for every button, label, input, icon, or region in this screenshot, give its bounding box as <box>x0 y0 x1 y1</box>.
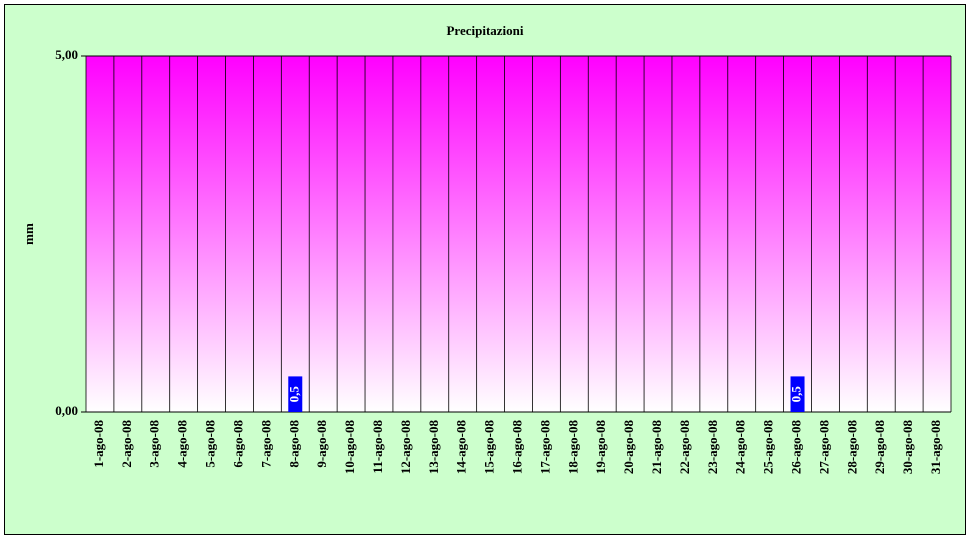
chart-title: Precipitazioni <box>446 23 523 38</box>
x-tick-label: 15-ago-08 <box>482 420 497 475</box>
x-tick-label: 7-ago-08 <box>258 420 273 468</box>
bar <box>790 376 805 412</box>
x-tick-label: 29-ago-08 <box>872 420 887 475</box>
x-tick-label: 10-ago-08 <box>342 420 357 475</box>
x-tick-label: 27-ago-08 <box>816 420 831 475</box>
x-tick-label: 6-ago-08 <box>230 420 245 468</box>
x-tick-label: 5-ago-08 <box>203 420 218 468</box>
y-tick-label: 5,00 <box>55 47 78 62</box>
x-tick-label: 25-ago-08 <box>761 420 776 475</box>
x-tick-label: 31-ago-08 <box>928 420 943 475</box>
x-tick-label: 1-ago-08 <box>91 420 106 468</box>
data-label: 0,5 <box>286 386 301 403</box>
bar <box>288 376 303 412</box>
x-tick-label: 23-ago-08 <box>705 420 720 475</box>
x-tick-label: 13-ago-08 <box>426 420 441 475</box>
x-tick-label: 30-ago-08 <box>900 420 915 475</box>
x-tick-label: 17-ago-08 <box>537 420 552 475</box>
x-tick-label: 22-ago-08 <box>677 420 692 475</box>
x-tick-label: 4-ago-08 <box>175 420 190 468</box>
x-tick-label: 14-ago-08 <box>454 420 469 475</box>
x-tick-label: 16-ago-08 <box>509 420 524 475</box>
x-tick-label: 21-ago-08 <box>649 420 664 475</box>
x-tick-label: 18-ago-08 <box>565 420 580 475</box>
data-label: 0,5 <box>789 386 804 403</box>
x-tick-label: 9-ago-08 <box>314 420 329 468</box>
plot-area <box>86 56 951 412</box>
x-tick-label: 8-ago-08 <box>286 420 301 468</box>
x-tick-label: 26-ago-08 <box>789 420 804 475</box>
x-tick-label: 28-ago-08 <box>844 420 859 475</box>
x-tick-label: 24-ago-08 <box>733 420 748 475</box>
x-tick-label: 20-ago-08 <box>621 420 636 475</box>
x-tick-label: 19-ago-08 <box>593 420 608 475</box>
x-tick-label: 11-ago-08 <box>370 420 385 474</box>
y-axis-label: mm <box>21 223 36 245</box>
x-tick-label: 3-ago-08 <box>147 420 162 468</box>
x-tick-label: 12-ago-08 <box>398 420 413 475</box>
x-tick-label: 2-ago-08 <box>119 420 134 468</box>
y-tick-label: 0,00 <box>55 403 78 418</box>
